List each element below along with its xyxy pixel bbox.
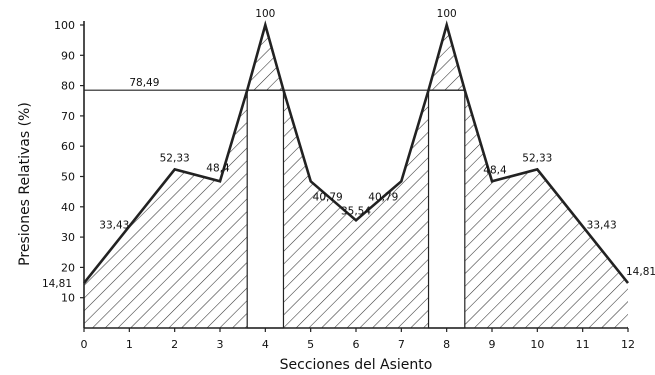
- x-tick-label: 6: [353, 338, 360, 351]
- y-tick-label: 80: [61, 80, 75, 93]
- data-label: 48,4: [483, 164, 507, 176]
- data-label: 33,43: [587, 220, 617, 232]
- x-tick-label: 10: [530, 338, 544, 351]
- data-label: 100: [255, 8, 275, 20]
- hatched-area: [84, 25, 628, 328]
- x-tick-label: 8: [443, 338, 450, 351]
- y-tick-label: 10: [61, 292, 75, 305]
- x-tick-label: 0: [81, 338, 88, 351]
- blank-band: [427, 89, 466, 329]
- data-label: 52,33: [522, 152, 552, 164]
- x-tick-label: 11: [576, 338, 590, 351]
- data-label: 40,79: [368, 192, 398, 204]
- x-tick-label: 3: [217, 338, 224, 351]
- x-tick-label: 4: [262, 338, 269, 351]
- y-tick-label: 20: [61, 261, 75, 274]
- data-label: 33,43: [99, 220, 129, 232]
- y-tick-label: 90: [61, 49, 75, 62]
- data-label: 40,79: [313, 192, 343, 204]
- data-label: 35,54: [341, 205, 371, 217]
- reference-line-label: 78,49: [129, 77, 159, 89]
- y-tick-label: 40: [61, 201, 75, 214]
- x-axis-label: Secciones del Asiento: [280, 357, 433, 373]
- x-tick-label: 7: [398, 338, 405, 351]
- x-tick-label: 12: [621, 338, 635, 351]
- y-axis-label: Presiones Relativas (%): [17, 102, 33, 266]
- data-label: 52,33: [160, 152, 190, 164]
- y-tick-label: 50: [61, 171, 75, 184]
- data-label: 48,4: [206, 162, 230, 174]
- y-tick-label: 60: [61, 140, 75, 153]
- x-tick-label: 1: [126, 338, 133, 351]
- blank-band: [246, 89, 285, 329]
- x-tick-label: 9: [489, 338, 496, 351]
- y-tick-label: 30: [61, 231, 75, 244]
- y-tick-label: 100: [54, 19, 75, 32]
- data-label: 100: [437, 8, 457, 20]
- x-tick-label: 2: [171, 338, 178, 351]
- y-tick-label: 70: [61, 110, 75, 123]
- data-label: 14,81: [626, 266, 655, 278]
- data-label: 14,81: [42, 278, 72, 290]
- series-line: [82, 20, 630, 284]
- x-tick-label: 5: [307, 338, 314, 351]
